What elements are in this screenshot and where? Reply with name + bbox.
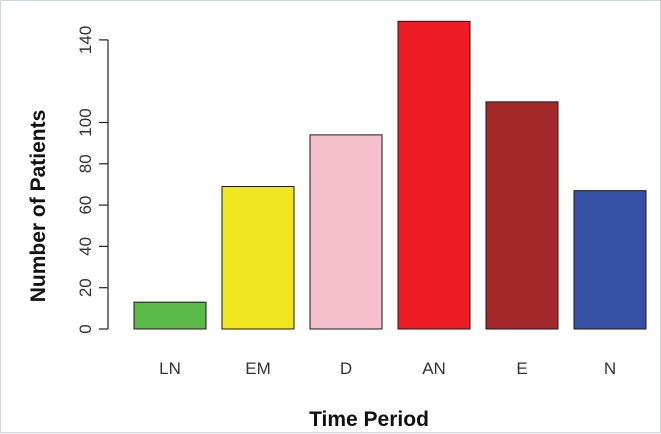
x-tick-label: EM [245, 359, 271, 378]
bar-n [574, 191, 646, 329]
x-tick-label: AN [422, 359, 446, 378]
bar-ln [134, 302, 206, 329]
y-tick-label: 80 [76, 154, 95, 173]
y-tick-label: 100 [76, 108, 95, 136]
y-tick-label: 20 [76, 278, 95, 297]
y-tick-label: 0 [76, 324, 95, 333]
bar-em [222, 187, 294, 329]
x-tick-label: D [340, 359, 352, 378]
y-tick-label: 140 [76, 26, 95, 54]
x-tick-label: LN [159, 359, 181, 378]
x-tick-labels: LN EM D AN E N [159, 359, 616, 378]
x-tick-label: E [516, 359, 527, 378]
x-tick-label: N [604, 359, 616, 378]
bar-an [398, 21, 470, 329]
y-tick-label: 60 [76, 196, 95, 215]
x-axis-title: Time Period [309, 408, 429, 431]
bar-d [310, 135, 382, 329]
bar-e [486, 102, 558, 329]
y-tick-label: 40 [76, 237, 95, 256]
bars [134, 21, 646, 329]
y-axis: 0 20 40 60 80 100 140 [76, 26, 108, 334]
y-axis-title: Number of Patients [27, 110, 50, 303]
